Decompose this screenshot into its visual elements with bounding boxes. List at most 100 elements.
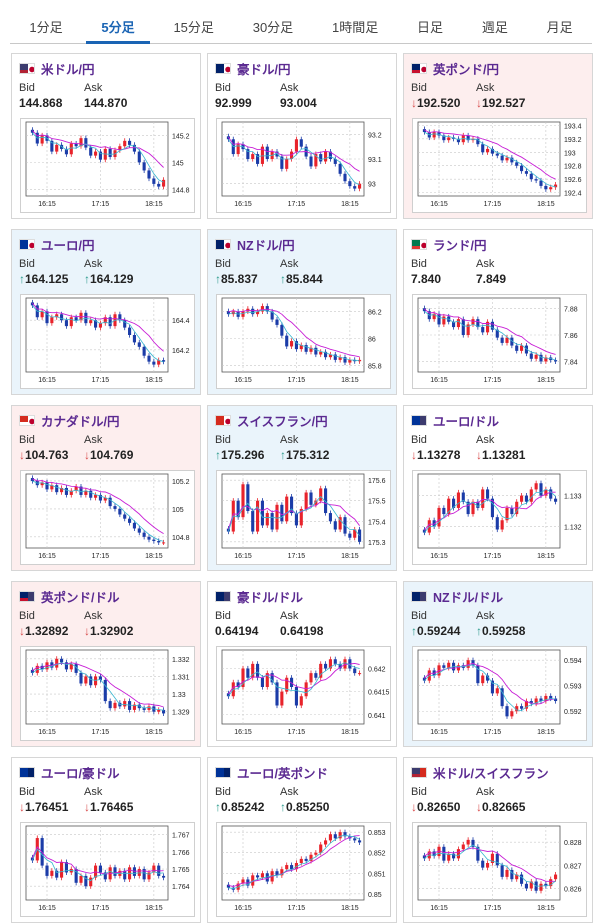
pair-name[interactable]: 米ドル/円 [41, 62, 95, 77]
currency-card-5[interactable]: NZドル/円 Bid Ask ↑85.837 ↑85.844 86.2 86 85.… [207, 229, 397, 395]
card-title[interactable]: 英ポンド/ドル [19, 588, 120, 605]
candle-body [500, 688, 504, 707]
currency-card-10[interactable]: 英ポンド/ドル Bid Ask ↓1.32892 ↓1.32902 1.332 1… [11, 581, 201, 747]
price-chart[interactable]: 0.853 0.852 0.851 0.85 16:15 17:15 18:15 [216, 822, 391, 917]
currency-card-2[interactable]: 豪ドル/円 Bid Ask 92.999 93.004 93.2 93.1 93 16… [207, 53, 397, 219]
pair-name[interactable]: カナダドル/円 [41, 414, 120, 429]
tab-label[interactable]: 週足 [481, 20, 508, 35]
tab-label[interactable]: 月足 [546, 20, 573, 35]
currency-card-9[interactable]: ユーロ/ドル Bid Ask ↓1.13278 ↓1.13281 1.133 1.… [403, 405, 593, 571]
price-chart[interactable]: 86.2 86 85.8 16:15 17:15 18:15 [216, 294, 391, 389]
card-title[interactable]: 英ポンド/円 [411, 60, 499, 77]
card-title[interactable]: 豪ドル/円 [215, 60, 291, 77]
candle-body [505, 507, 509, 521]
tab-7[interactable]: 週足 [462, 10, 527, 43]
y-tick-label: 1.329 [172, 710, 190, 717]
bid-price: ↓1.13278 [411, 448, 460, 462]
card-title[interactable]: ランド/円 [411, 236, 487, 253]
tab-label[interactable]: 日足 [417, 20, 444, 35]
candle-body [152, 178, 156, 184]
currency-card-8[interactable]: スイスフラン/円 Bid Ask ↑175.296 ↑175.312 175.6… [207, 405, 397, 571]
candle-body [324, 840, 328, 845]
candle-body [30, 669, 34, 673]
card-title[interactable]: 米ドル/スイスフラン [411, 764, 549, 781]
pair-name[interactable]: ユーロ/英ポンド [237, 766, 328, 781]
pair-name[interactable]: スイスフラン/円 [237, 414, 328, 429]
tab-label[interactable]: 1時間足 [331, 20, 379, 35]
price-chart[interactable]: 0.828 0.827 0.826 16:15 17:15 18:15 [412, 822, 587, 917]
tab-6[interactable]: 日足 [398, 10, 463, 43]
tab-label[interactable]: 1分足 [29, 20, 63, 35]
card-title[interactable]: カナダドル/円 [19, 412, 120, 429]
price-chart[interactable]: 175.6 175.5 175.4 175.3 16:15 17:15 18:15 [216, 470, 391, 565]
price-chart[interactable]: 1.767 1.766 1.765 1.764 16:15 17:15 18:15 [20, 822, 195, 917]
price-chart[interactable]: 93.2 93.1 93 16:15 17:15 18:15 [216, 118, 391, 213]
currency-card-12[interactable]: NZドル/ドル Bid Ask ↑0.59244 ↑0.59258 0.594 0… [403, 581, 593, 747]
card-title[interactable]: 米ドル/円 [19, 60, 95, 77]
bid-value: 92.999 [215, 96, 252, 110]
pair-name[interactable]: 豪ドル/ドル [237, 590, 303, 605]
tab-2[interactable]: 5分足 [82, 10, 154, 44]
pair-name[interactable]: ユーロ/豪ドル [41, 766, 120, 781]
candle-body [314, 500, 318, 505]
candle-body [510, 869, 514, 880]
pair-name[interactable]: 英ポンド/円 [433, 62, 499, 77]
y-tick-label: 1.767 [172, 833, 190, 840]
price-chart[interactable]: 193.4 193.2 193 192.8 192.6 192.4 16:15 17:15 18… [412, 118, 587, 213]
candle-body [108, 497, 112, 507]
price-chart[interactable]: 105.2 105 104.8 16:15 17:15 18:15 [20, 470, 195, 565]
currency-card-3[interactable]: 英ポンド/円 Bid Ask ↓192.520 ↓192.527 193.4 19… [403, 53, 593, 219]
pair-name[interactable]: ランド/円 [433, 238, 487, 253]
x-tick-label: 18:15 [145, 377, 163, 384]
tab-label[interactable]: 30分足 [252, 20, 294, 35]
currency-card-13[interactable]: ユーロ/豪ドル Bid Ask ↓1.76451 ↓1.76465 1.767 1… [11, 757, 201, 923]
pair-name[interactable]: ユーロ/円 [41, 238, 95, 253]
price-chart[interactable]: 0.642 0.6415 0.641 16:15 17:15 18:15 [216, 646, 391, 741]
tab-label[interactable]: 5分足 [101, 20, 135, 35]
bid-value: 175.296 [221, 448, 265, 462]
card-title[interactable]: ユーロ/ドル [411, 412, 499, 429]
card-title[interactable]: ユーロ/円 [19, 236, 95, 253]
candle-body [437, 132, 441, 136]
currency-card-7[interactable]: カナダドル/円 Bid Ask ↓104.763 ↓104.769 105.2 1… [11, 405, 201, 571]
currency-card-14[interactable]: ユーロ/英ポンド Bid Ask ↑0.85242 ↑0.85250 0.853… [207, 757, 397, 923]
pair-name[interactable]: 豪ドル/円 [237, 62, 291, 77]
candle-body [505, 869, 509, 877]
currency-card-15[interactable]: 米ドル/スイスフラン Bid Ask ↓0.82650 ↓0.82665 0.8… [403, 757, 593, 923]
card-title[interactable]: NZドル/ドル [411, 588, 504, 605]
price-chart[interactable]: 164.4 164.2 16:15 17:15 18:15 [20, 294, 195, 389]
tab-8[interactable]: 月足 [527, 10, 592, 43]
card-title[interactable]: スイスフラン/円 [215, 412, 328, 429]
price-chart[interactable]: 1.332 1.331 1.33 1.329 16:15 17:15 18:15 [20, 646, 195, 741]
card-title[interactable]: ユーロ/豪ドル [19, 764, 120, 781]
price-chart[interactable]: 0.594 0.593 0.592 16:15 17:15 18:15 [412, 646, 587, 741]
candle-body [529, 881, 533, 889]
price-chart[interactable]: 7.88 7.86 7.84 16:15 17:15 18:15 [412, 294, 587, 389]
currency-grid: 米ドル/円 Bid Ask 144.868 144.870 145.2 145 14… [11, 53, 593, 923]
tab-5[interactable]: 1時間足 [313, 10, 398, 43]
pair-name[interactable]: ユーロ/ドル [433, 414, 499, 429]
currency-card-11[interactable]: 豪ドル/ドル Bid Ask 0.64194 0.64198 0.642 0.64… [207, 581, 397, 747]
tab-4[interactable]: 30分足 [233, 10, 312, 43]
tab-1[interactable]: 1分足 [10, 10, 82, 43]
currency-card-4[interactable]: ユーロ/円 Bid Ask ↑164.125 ↑164.129 164.4 164… [11, 229, 201, 395]
pair-name[interactable]: NZドル/ドル [433, 590, 504, 605]
price-chart[interactable]: 1.133 1.132 16:15 17:15 18:15 [412, 470, 587, 565]
ask-price: 0.64198 [280, 624, 323, 638]
pair-name[interactable]: NZドル/円 [237, 238, 295, 253]
short-average-line [424, 488, 556, 533]
candle-body [554, 874, 558, 880]
card-title[interactable]: ユーロ/英ポンド [215, 764, 328, 781]
pair-name[interactable]: 英ポンド/ドル [41, 590, 120, 605]
candle-body [471, 660, 475, 666]
bid-price: 0.64194 [215, 624, 258, 638]
currency-card-1[interactable]: 米ドル/円 Bid Ask 144.868 144.870 145.2 145 14… [11, 53, 201, 219]
pair-name[interactable]: 米ドル/スイスフラン [433, 766, 549, 781]
tab-label[interactable]: 15分足 [173, 20, 214, 35]
card-title[interactable]: NZドル/円 [215, 236, 295, 253]
currency-card-6[interactable]: ランド/円 Bid Ask 7.840 7.849 7.88 7.86 7.84 16… [403, 229, 593, 395]
price-chart[interactable]: 145.2 145 144.8 16:15 17:15 18:15 [20, 118, 195, 213]
tab-3[interactable]: 15分足 [154, 10, 233, 43]
short-average-line [424, 664, 556, 712]
card-title[interactable]: 豪ドル/ドル [215, 588, 303, 605]
